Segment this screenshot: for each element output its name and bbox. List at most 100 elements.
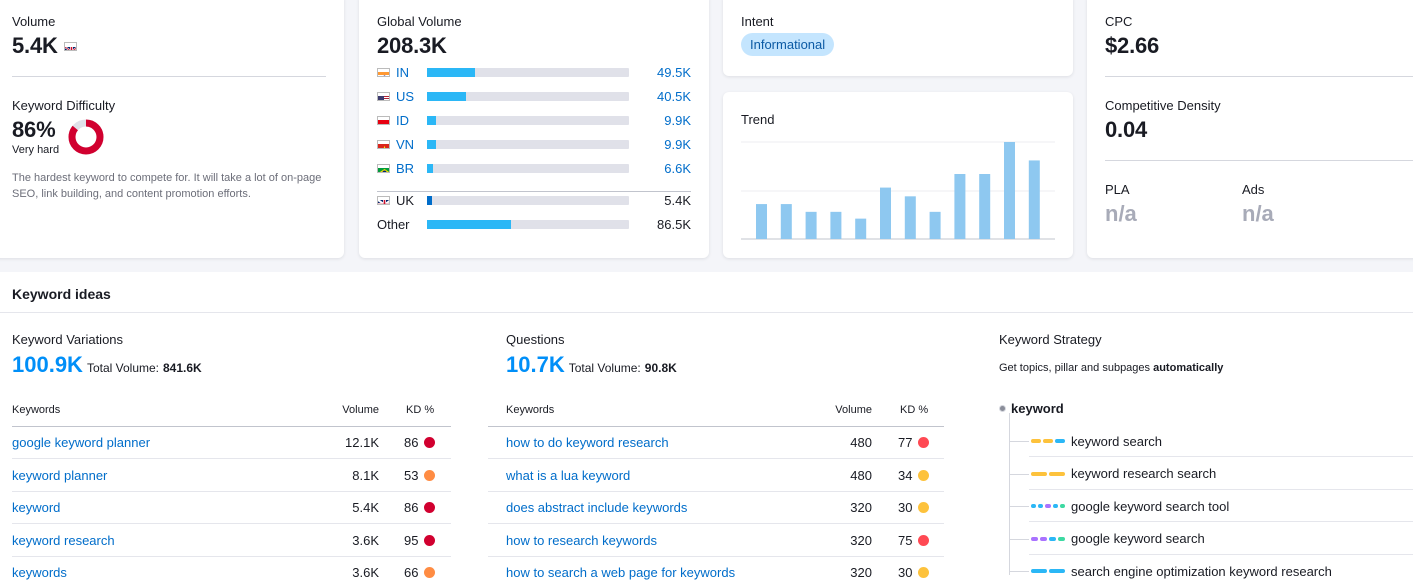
keyword-link[interactable]: does abstract include keywords [506,500,688,515]
table-row: how to do keyword research 480 77 [488,427,944,459]
volume-share-fill [427,195,433,205]
kd-value: 34 [898,467,913,483]
tree-item[interactable]: keyword research search [1031,465,1216,483]
questions-total-label: Total Volume: [568,361,641,375]
tree-root[interactable]: keyword [999,401,1064,416]
country-volume[interactable]: 9.9K [664,136,691,152]
country-row-us[interactable]: US 40.5K [377,86,691,106]
country-volume[interactable]: 49.5K [657,64,691,80]
keyword-link[interactable]: keyword [12,500,61,515]
keyword-kd: 66 [404,565,436,580]
keyword-link[interactable]: how to search a web page for keywords [506,565,736,580]
trend-bar[interactable] [929,211,941,239]
keyword-kd: 34 [898,467,930,483]
divider [12,76,326,77]
volume-share-bar [427,195,629,205]
tree-item-label: search engine optimization keyword resea… [1071,563,1332,579]
trend-bar[interactable] [979,174,991,239]
keyword-link[interactable]: keywords [12,565,67,580]
tree-item[interactable]: search engine optimization keyword resea… [1031,562,1332,580]
intent-segments [1031,439,1067,443]
trend-bar[interactable] [954,174,966,239]
keyword-variations-column: Keyword Variations 100.9K Total Volume: … [12,332,451,586]
country-code: BR [377,161,427,176]
tree-row-divider [1029,456,1413,457]
keyword-link[interactable]: what is a lua keyword [506,467,631,483]
col-kd-header[interactable]: KD % [900,404,929,416]
intent-card: Intent Informational [723,0,1073,76]
vn-flag-icon [377,139,390,149]
trend-bar[interactable] [1004,142,1015,239]
keyword-link[interactable]: google keyword planner [12,435,151,450]
trend-bar[interactable] [855,218,867,239]
br-flag-icon [377,163,390,173]
kd-dot-icon [918,502,930,513]
country-volume[interactable]: 6.6K [664,160,691,176]
keyword-link[interactable]: how to research keywords [506,532,658,548]
col-keywords-header: Keywords [506,404,555,416]
table-row: how to search a web page for keywords 320… [488,557,944,586]
table-row: keyword planner 8.1K 53 [12,460,451,492]
trend-bar[interactable] [805,211,817,239]
keyword-volume: 480 [850,467,872,483]
trend-bar[interactable] [880,187,891,239]
trend-bar[interactable] [1028,160,1040,239]
tree-root-label: keyword [1011,401,1064,416]
country-volume[interactable]: 9.9K [664,112,691,128]
tree-item[interactable]: google keyword search [1031,530,1205,548]
keyword-link[interactable]: keyword planner [12,467,108,483]
keyword-link[interactable]: how to do keyword research [506,435,669,450]
country-volume[interactable]: 40.5K [657,88,691,104]
tree-item[interactable]: keyword search [1031,432,1162,450]
keyword-ideas-title: Keyword ideas [12,286,111,302]
ads-value: n/a [1242,201,1274,226]
col-volume-header[interactable]: Volume [835,404,872,416]
variations-count[interactable]: 100.9K [12,352,83,377]
ads-label: Ads [1242,182,1265,197]
keyword-kd: 30 [898,565,930,580]
tree-item[interactable]: google keyword search tool [1031,497,1229,515]
keyword-volume: 5.4K [352,500,379,515]
table-row: google keyword planner 12.1K 86 [12,427,451,459]
trend-bar[interactable] [904,196,916,239]
trend-bar[interactable] [830,211,842,239]
intent-segment [1038,504,1044,508]
country-code-label: US [396,88,415,104]
keyword-kd: 77 [898,435,930,450]
intent-segment [1049,569,1065,573]
intent-segments [1031,569,1067,573]
kd-value: 75 [898,532,913,548]
country-row-vn[interactable]: VN 9.9K [377,134,691,154]
table-row: what is a lua keyword 480 34 [488,460,944,492]
tree-item-label: google keyword search tool [1071,498,1230,514]
volume-share-fill [427,139,437,149]
questions-count[interactable]: 10.7K [506,352,565,377]
keyword-kd: 30 [898,500,930,515]
keyword-volume: 3.6K [352,532,379,548]
tree-root-dot-icon [999,405,1006,412]
country-volume: 86.5K [657,216,691,232]
difficulty-donut-icon [68,119,104,155]
country-row-br[interactable]: BR 6.6K [377,158,691,178]
col-volume-header[interactable]: Volume [342,404,379,416]
volume-share-fill [427,163,434,173]
tree-branch [1009,473,1029,475]
kd-dot-icon [424,534,436,546]
divider [1105,76,1413,77]
keyword-strategy-column: Keyword Strategy Get topics, pillar and … [999,332,1413,586]
col-kd-header[interactable]: KD % [406,404,435,416]
country-row-in[interactable]: IN 49.5K [377,62,691,82]
table-row: keyword research 3.6K 95 [12,525,451,557]
trend-bar[interactable] [780,204,792,239]
id-flag-icon [377,115,390,125]
tree-item-label: keyword research search [1071,466,1217,481]
pla-label: PLA [1105,182,1130,197]
divider [0,312,1413,313]
country-code: Other [377,217,427,232]
trend-bar[interactable] [756,204,767,239]
competitive-density-label: Competitive Density [1105,98,1221,113]
country-row-id[interactable]: ID 9.9K [377,110,691,130]
table-row: how to research keywords 320 75 [488,525,944,557]
keyword-link[interactable]: keyword research [12,532,115,548]
tree-branch [1009,538,1029,540]
